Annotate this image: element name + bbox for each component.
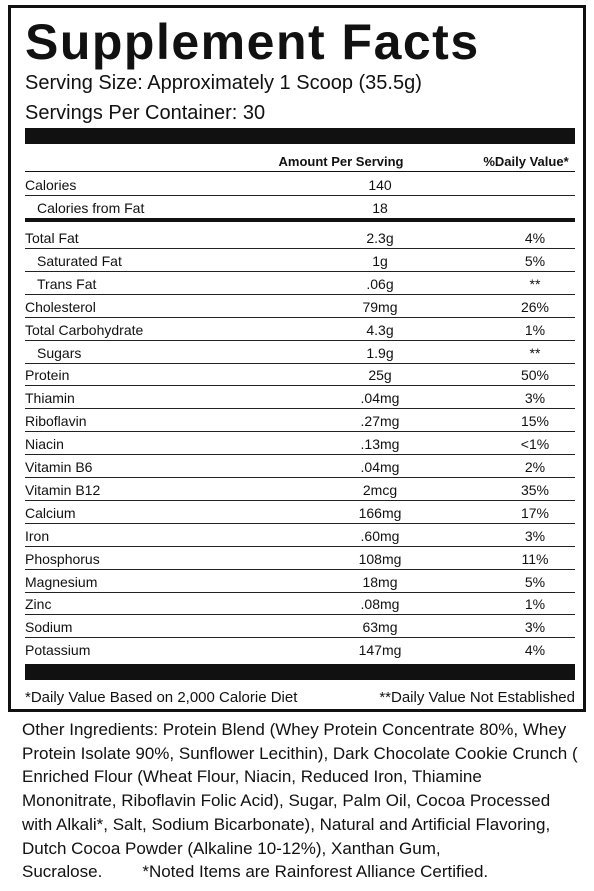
ingredients-text: Other Ingredients: Protein Blend (Whey P… [22,720,578,882]
column-header: %Daily Value* [483,154,569,169]
divider-bar [25,128,575,144]
amount: .27mg [360,413,400,430]
facts-panel: Supplement Facts Serving Size: Approxima… [8,5,586,712]
nutrient-name: Vitamin B6 [25,459,93,475]
daily-value: 15% [520,413,550,430]
daily-value: ** [529,275,541,292]
amount: 1.9g [366,344,394,361]
nutrient-name: Protein [25,367,70,384]
nutrient-name: Total Fat [25,230,79,246]
nutrient-name: Niacin [25,436,64,453]
table-row: Saturated Fat 1g 5% [25,250,575,272]
amount: 140 [368,177,392,193]
table-row: Trans Fat .06g ** [25,273,575,295]
amount: 79mg [362,298,398,315]
table-row: Calories from Fat 18 [25,197,575,219]
serving-size: Serving Size: Approximately 1 Scoop (35.… [25,72,422,94]
nutrient-name: Potassium [25,642,91,659]
amount: 25g [368,367,392,384]
nutrient-name: Calories [25,177,77,193]
daily-value: 3% [524,527,546,544]
daily-value: 3% [524,619,546,636]
daily-value: 26% [520,298,550,315]
daily-value: 5% [524,573,546,590]
nutrient-name: Sugars [37,344,82,361]
table-row: Iron .60mg 3% [25,525,575,547]
nutrient-name: Riboflavin [25,413,87,430]
daily-value: 4% [524,642,546,659]
table-row: Zinc .08mg 1% [25,593,575,616]
table-row: Total Carbohydrate 4.3g 1% [25,319,575,341]
table-row: Calories 140 [25,174,575,196]
amount: 147mg [358,642,402,659]
table-row: Vitamin B6 .04mg 2% [25,456,575,478]
daily-value: 4% [524,230,546,246]
divider-bar [25,218,575,222]
daily-value: 17% [520,504,550,521]
amount: 4.3g [366,321,394,338]
amount: 18 [372,200,388,216]
daily-value: 2% [524,459,546,475]
title: Supplement Facts [25,14,480,70]
amount: 1g [372,252,388,269]
amount: .08mg [360,596,400,613]
amount: 2.3g [366,230,394,246]
amount: .06g [366,275,394,292]
nutrient-name: Saturated Fat [37,252,122,269]
table-row: Niacin .13mg <1% [25,433,575,456]
nutrient-name: Thiamin [25,390,75,407]
footnote: **Daily Value Not Established [379,689,575,706]
nutrient-name: Cholesterol [25,298,96,315]
divider-line [25,171,575,172]
amount: 18mg [362,573,398,590]
nutrient-name: Iron [25,527,50,544]
amount: .04mg [360,390,400,407]
amount: 166mg [358,504,402,521]
daily-value: ** [529,344,541,361]
footnote: *Daily Value Based on 2,000 Calorie Diet [25,689,298,706]
table-row: Cholesterol 79mg 26% [25,296,575,318]
table-row: Protein 25g 50% [25,364,575,387]
table-row: Potassium 147mg 4% [25,639,575,661]
nutrient-name: Trans Fat [37,275,97,292]
nutrient-name: Zinc [25,596,52,613]
daily-value: 3% [524,390,546,407]
daily-value: 50% [520,367,550,384]
ingredients-note: *Noted Items are Rainforest Alliance Cer… [142,862,489,882]
nutrient-name: Calories from Fat [37,200,145,216]
daily-value: <1% [520,436,550,453]
amount: .04mg [360,459,400,475]
table-row: Magnesium 18mg 5% [25,571,575,593]
daily-value: 5% [524,252,546,269]
table-row: Calcium 166mg 17% [25,502,575,524]
amount: 2mcg [362,481,398,498]
daily-value: 35% [520,481,550,498]
table-row: Vitamin B12 2mcg 35% [25,479,575,501]
nutrient-name: Magnesium [25,573,98,590]
nutrient-name: Calcium [25,504,76,521]
table-row: Sodium 63mg 3% [25,616,575,639]
amount: .13mg [360,436,400,453]
table-row: Sugars 1.9g ** [25,342,575,364]
nutrient-name: Phosphorus [25,550,100,567]
amount: 63mg [362,619,398,636]
ingredients: Other Ingredients: Protein Blend (Whey P… [22,718,578,884]
table-row: Phosphorus 108mg 11% [25,548,575,570]
column-header: Amount Per Serving [278,154,404,169]
table-row: Riboflavin .27mg 15% [25,410,575,433]
table-row: Thiamin .04mg 3% [25,387,575,410]
daily-value: 1% [524,321,546,338]
nutrient-name: Vitamin B12 [25,481,101,498]
table-row: Total Fat 2.3g 4% [25,227,575,249]
amount: 108mg [358,550,402,567]
daily-value: 1% [524,596,546,613]
nutrient-name: Sodium [25,619,73,636]
servings-per-container: Servings Per Container: 30 [25,102,266,124]
divider-bar [25,664,575,680]
amount: .60mg [360,527,400,544]
nutrient-name: Total Carbohydrate [25,321,144,338]
daily-value: 11% [521,550,549,567]
